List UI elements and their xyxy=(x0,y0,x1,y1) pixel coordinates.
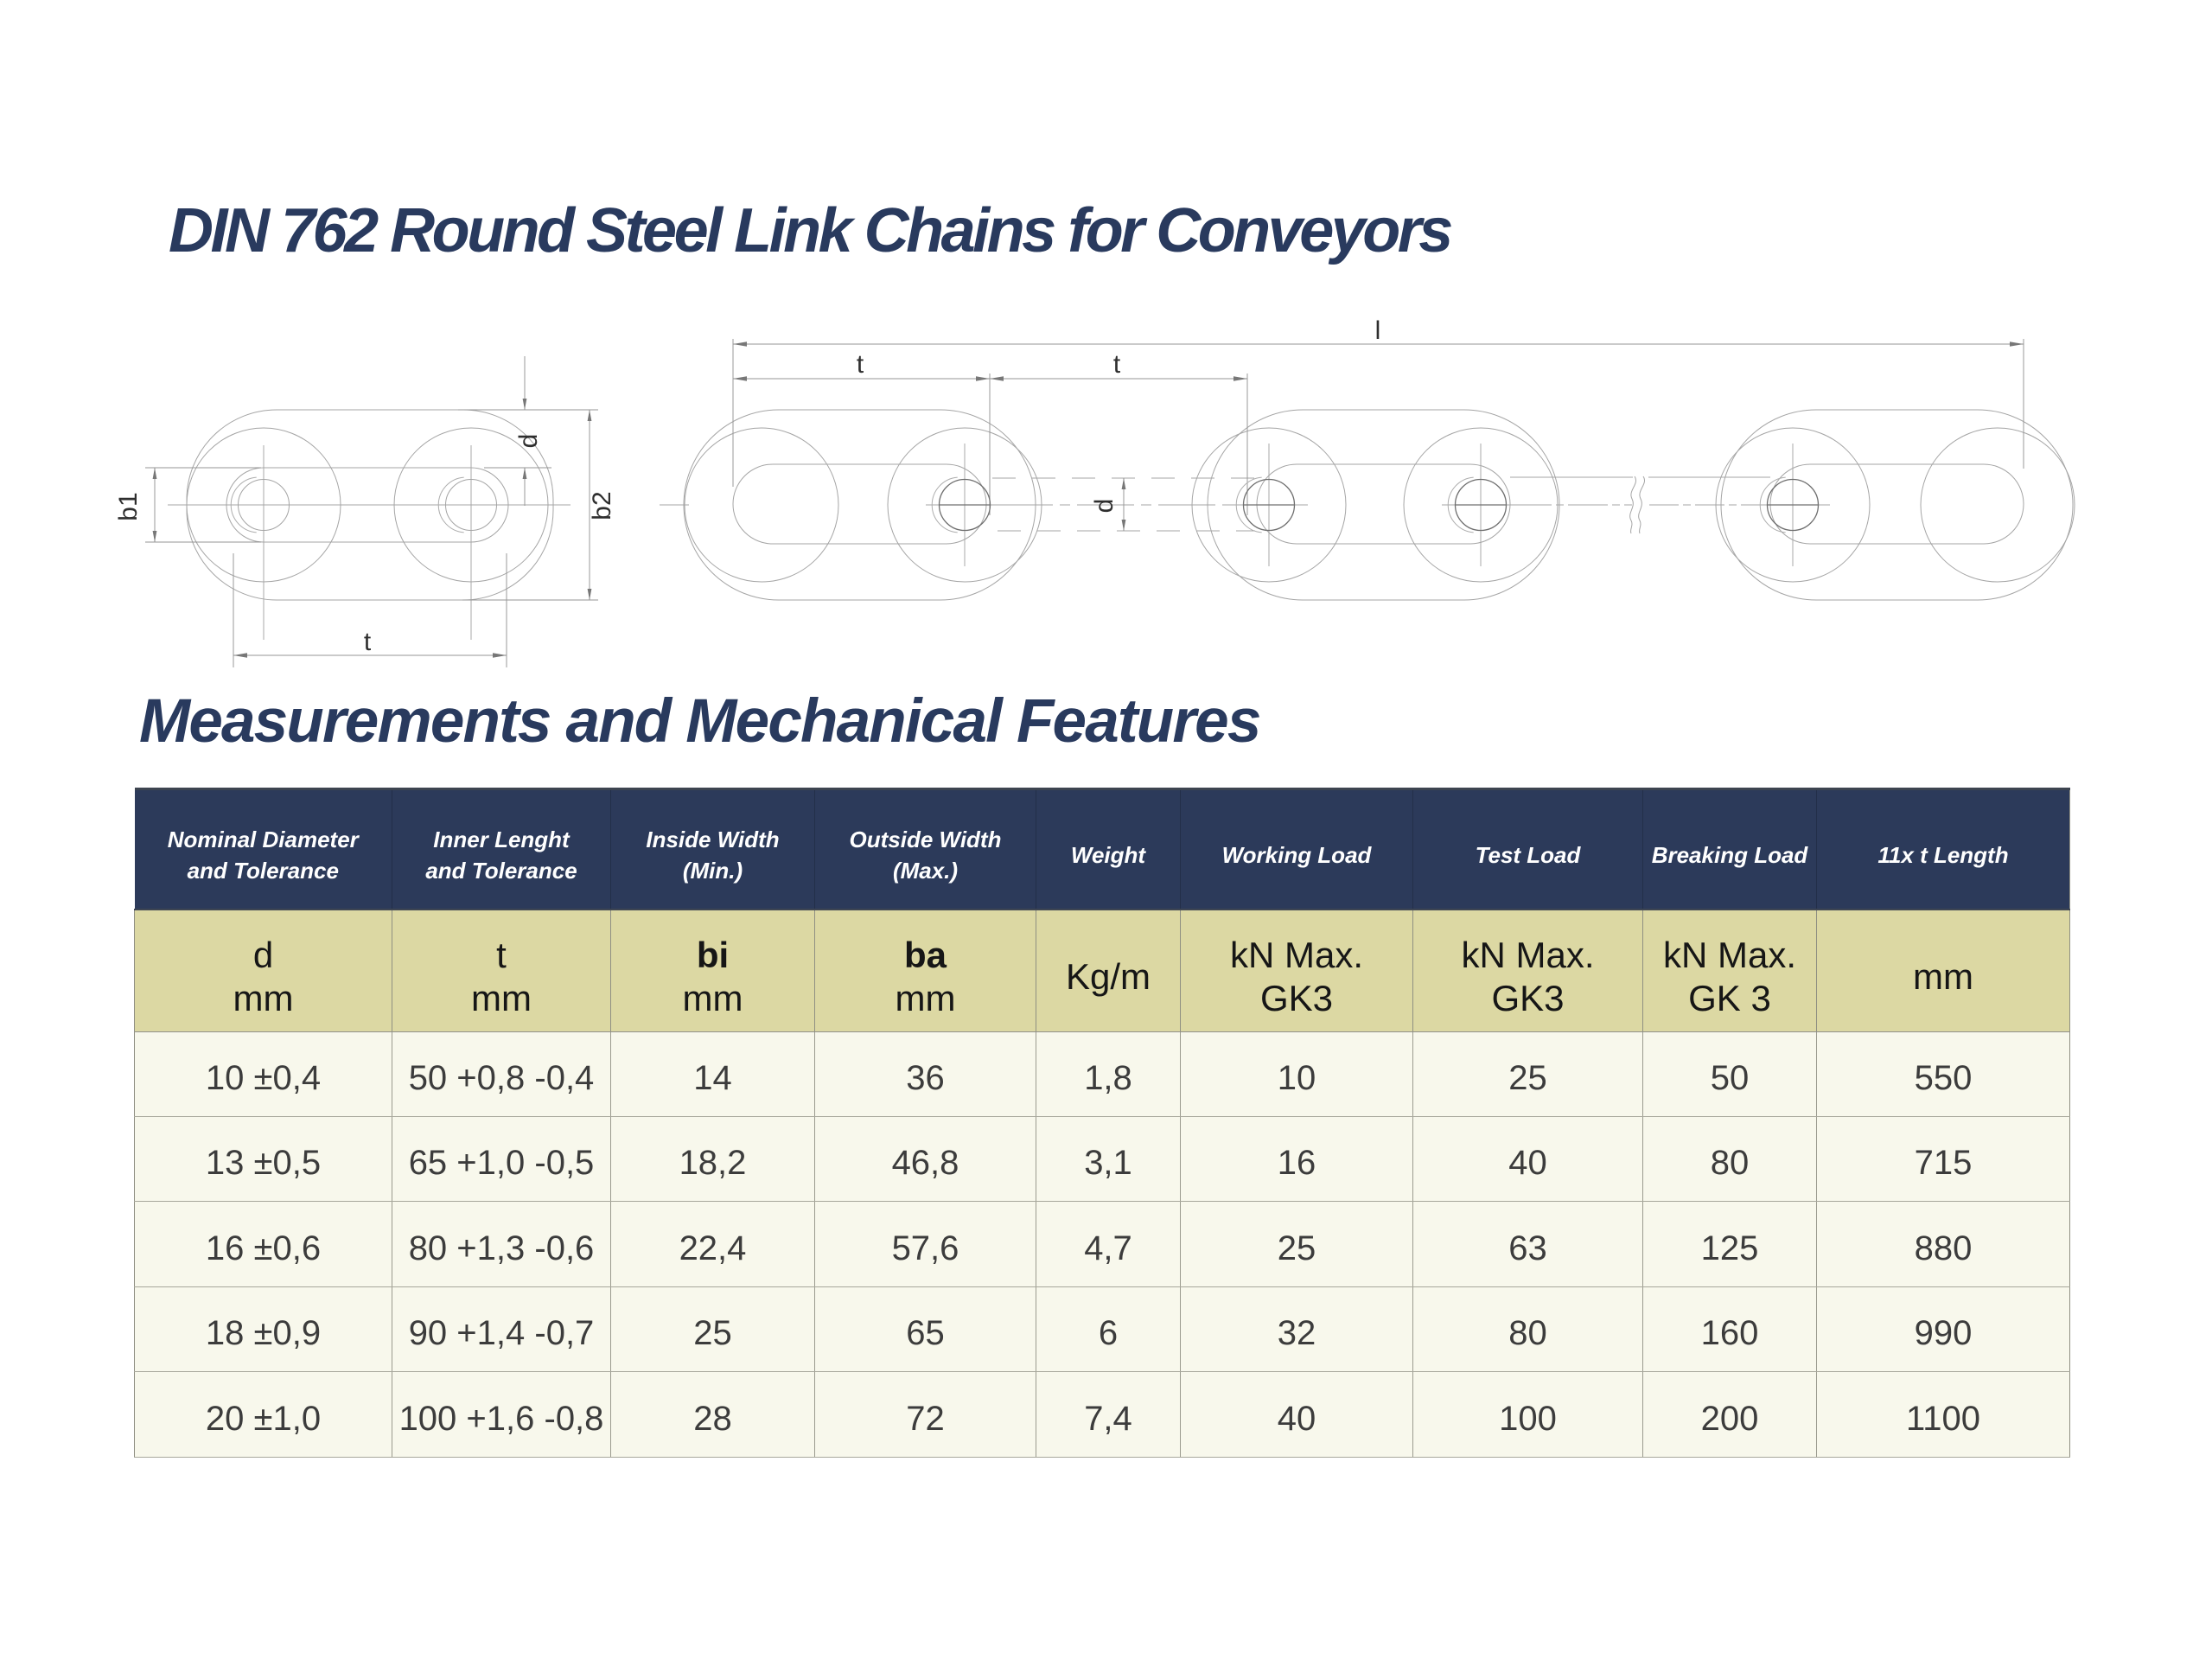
svg-text:b1: b1 xyxy=(114,492,143,520)
svg-text:d: d xyxy=(514,434,543,449)
svg-text:t: t xyxy=(364,628,372,656)
svg-text:b2: b2 xyxy=(588,491,616,520)
svg-text:t: t xyxy=(1113,350,1121,379)
svg-text:t: t xyxy=(857,350,864,379)
svg-text:l: l xyxy=(1375,316,1381,345)
svg-text:d: d xyxy=(1090,499,1119,514)
